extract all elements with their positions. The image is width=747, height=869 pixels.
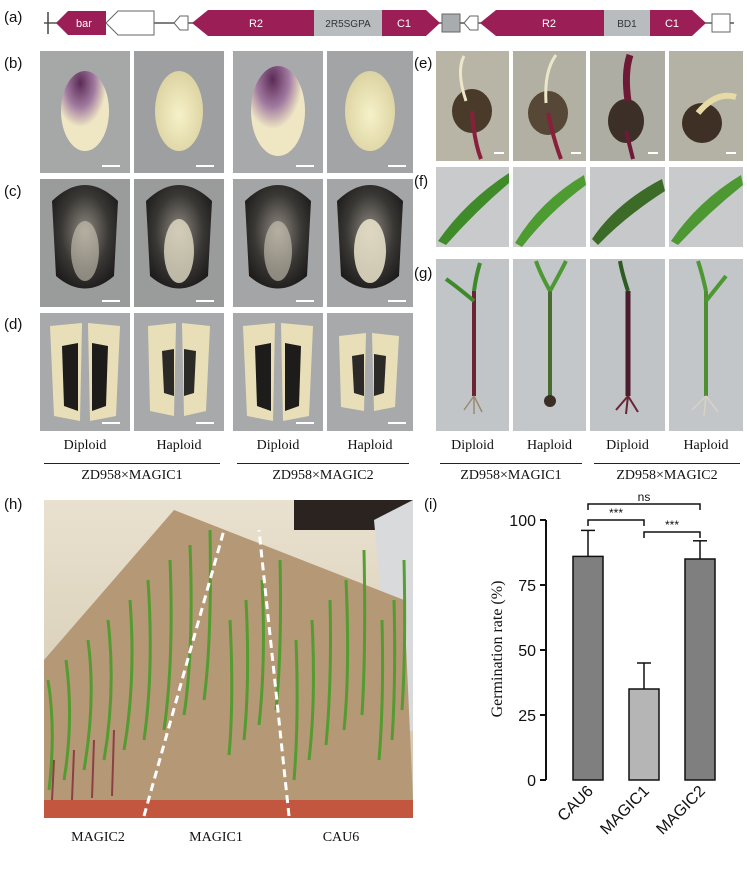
panel-label-a: (a) <box>4 9 23 26</box>
photo-f1 <box>436 167 509 247</box>
tray-photo <box>44 500 413 818</box>
promoter-left-label: 2R5SGPA <box>325 19 371 30</box>
y-tick-label-2: 50 <box>518 643 536 660</box>
r2-left-label: R2 <box>249 18 263 30</box>
panel-label-e: (e) <box>414 55 433 72</box>
divider-line-1 <box>142 529 226 817</box>
photo-e2 <box>513 51 586 161</box>
promoter-box-right <box>604 10 650 36</box>
panel-label-c: (c) <box>4 183 22 200</box>
c1-left-arrow <box>382 10 440 36</box>
sig-bracket-0 <box>587 519 645 526</box>
divider-line-2 <box>257 529 291 817</box>
x-tick-labels: CAU6 MAGIC1 MAGIC2 <box>555 783 709 838</box>
left-col-label-2: Haploid <box>156 438 202 453</box>
photo-f3 <box>590 167 665 247</box>
panel-label-f: (f) <box>414 173 429 190</box>
y-tick-label-1: 25 <box>518 708 536 725</box>
photo-c3 <box>233 179 323 307</box>
y-tick-label-4: 100 <box>509 513 536 530</box>
left-col-label-3: Diploid <box>256 438 300 453</box>
promoter-box-left <box>314 10 382 36</box>
r2-left-arrow <box>192 10 314 36</box>
right-group-2: ZD958×MAGIC2 <box>594 463 740 484</box>
photo-g3 <box>590 259 665 431</box>
white-block-end <box>711 13 731 33</box>
right-col-label-3: Diploid <box>606 438 649 453</box>
sig-bracket-1 <box>643 531 701 538</box>
x-tick-label-MAGIC1: MAGIC1 <box>597 783 652 838</box>
white-arrow-small-2 <box>463 15 479 31</box>
photo-d3 <box>233 313 323 431</box>
bar-gene-arrow <box>56 11 106 35</box>
gray-block <box>441 13 461 33</box>
photo-d2 <box>134 313 224 431</box>
tray-soil <box>44 510 413 800</box>
x-tick-label-CAU6: CAU6 <box>555 783 597 825</box>
sig-label-1: *** <box>665 518 679 532</box>
tray-label-3: CAU6 <box>322 830 360 845</box>
panel-label-g: (g) <box>414 265 433 282</box>
y-axis: 0 25 50 75 100 <box>509 513 547 790</box>
photo-g4 <box>669 259 743 431</box>
photo-b3 <box>233 51 323 173</box>
photo-e1 <box>436 51 509 161</box>
tray-label-1: MAGIC2 <box>71 830 125 845</box>
bar-MAGIC1 <box>628 688 660 781</box>
c1-right-arrow <box>650 10 706 36</box>
photo-d1 <box>40 313 130 431</box>
photo-c1 <box>40 179 130 307</box>
tray-rim <box>44 800 413 818</box>
photo-e4 <box>669 51 743 161</box>
bars <box>572 529 716 781</box>
seed-photo-grid <box>40 51 413 431</box>
right-col-label-4: Haploid <box>683 438 729 453</box>
photo-f4 <box>669 167 743 247</box>
right-col-label-2: Haploid <box>526 438 573 453</box>
left-group-2: ZD958×MAGIC2 <box>237 463 409 484</box>
right-col-label-1: Diploid <box>451 438 494 453</box>
construct-diagram: bar R2 2R5SGPA C1 R2 BD1 C1 <box>44 10 734 36</box>
photo-d4 <box>327 313 413 431</box>
white-arrow-1 <box>105 10 155 36</box>
bar-MAGIC2 <box>684 558 716 781</box>
c1-right-label: C1 <box>665 18 679 30</box>
photo-b2 <box>134 51 224 173</box>
seedling-photo-grid <box>436 51 743 431</box>
panel-label-i: (i) <box>424 496 438 513</box>
sig-label-2: ns <box>638 490 651 504</box>
y-tick-label-3: 75 <box>518 578 536 595</box>
photo-b4 <box>327 51 413 173</box>
white-arrow-small-1 <box>173 15 189 31</box>
sig-label-0: *** <box>609 506 623 520</box>
germination-chart: 0 25 50 75 100 *** *** ns CAU6 MAGIC1 MAGIC2 <box>509 490 716 838</box>
panel-label-d: (d) <box>4 316 23 333</box>
right-group-1: ZD958×MAGIC1 <box>440 463 582 484</box>
photo-e3 <box>590 51 665 161</box>
photo-g2 <box>513 259 586 431</box>
photo-g1 <box>436 259 509 431</box>
bar-gene-label: bar <box>76 18 92 30</box>
tray-label-2: MAGIC1 <box>189 830 243 845</box>
r2-right-label: R2 <box>542 18 556 30</box>
seedlings <box>46 529 407 791</box>
promoter-right-label: BD1 <box>617 19 637 30</box>
photo-b1 <box>40 51 130 173</box>
photo-f2 <box>513 167 586 247</box>
photo-c4 <box>327 179 413 307</box>
panel-label-h: (h) <box>4 496 23 513</box>
c1-left-label: C1 <box>397 18 411 30</box>
sig-bracket-2 <box>587 503 701 510</box>
left-group-1: ZD958×MAGIC1 <box>44 463 220 484</box>
photo-c2 <box>134 179 224 307</box>
left-col-label-1: Diploid <box>63 438 107 453</box>
y-tick-label-0: 0 <box>527 773 536 790</box>
panel-label-b: (b) <box>4 55 23 72</box>
significance-brackets: *** *** ns <box>587 490 701 538</box>
bar-CAU6 <box>572 555 604 781</box>
r2-right-arrow <box>480 10 604 36</box>
x-tick-label-MAGIC2: MAGIC2 <box>653 783 708 838</box>
left-col-label-4: Haploid <box>347 438 393 453</box>
